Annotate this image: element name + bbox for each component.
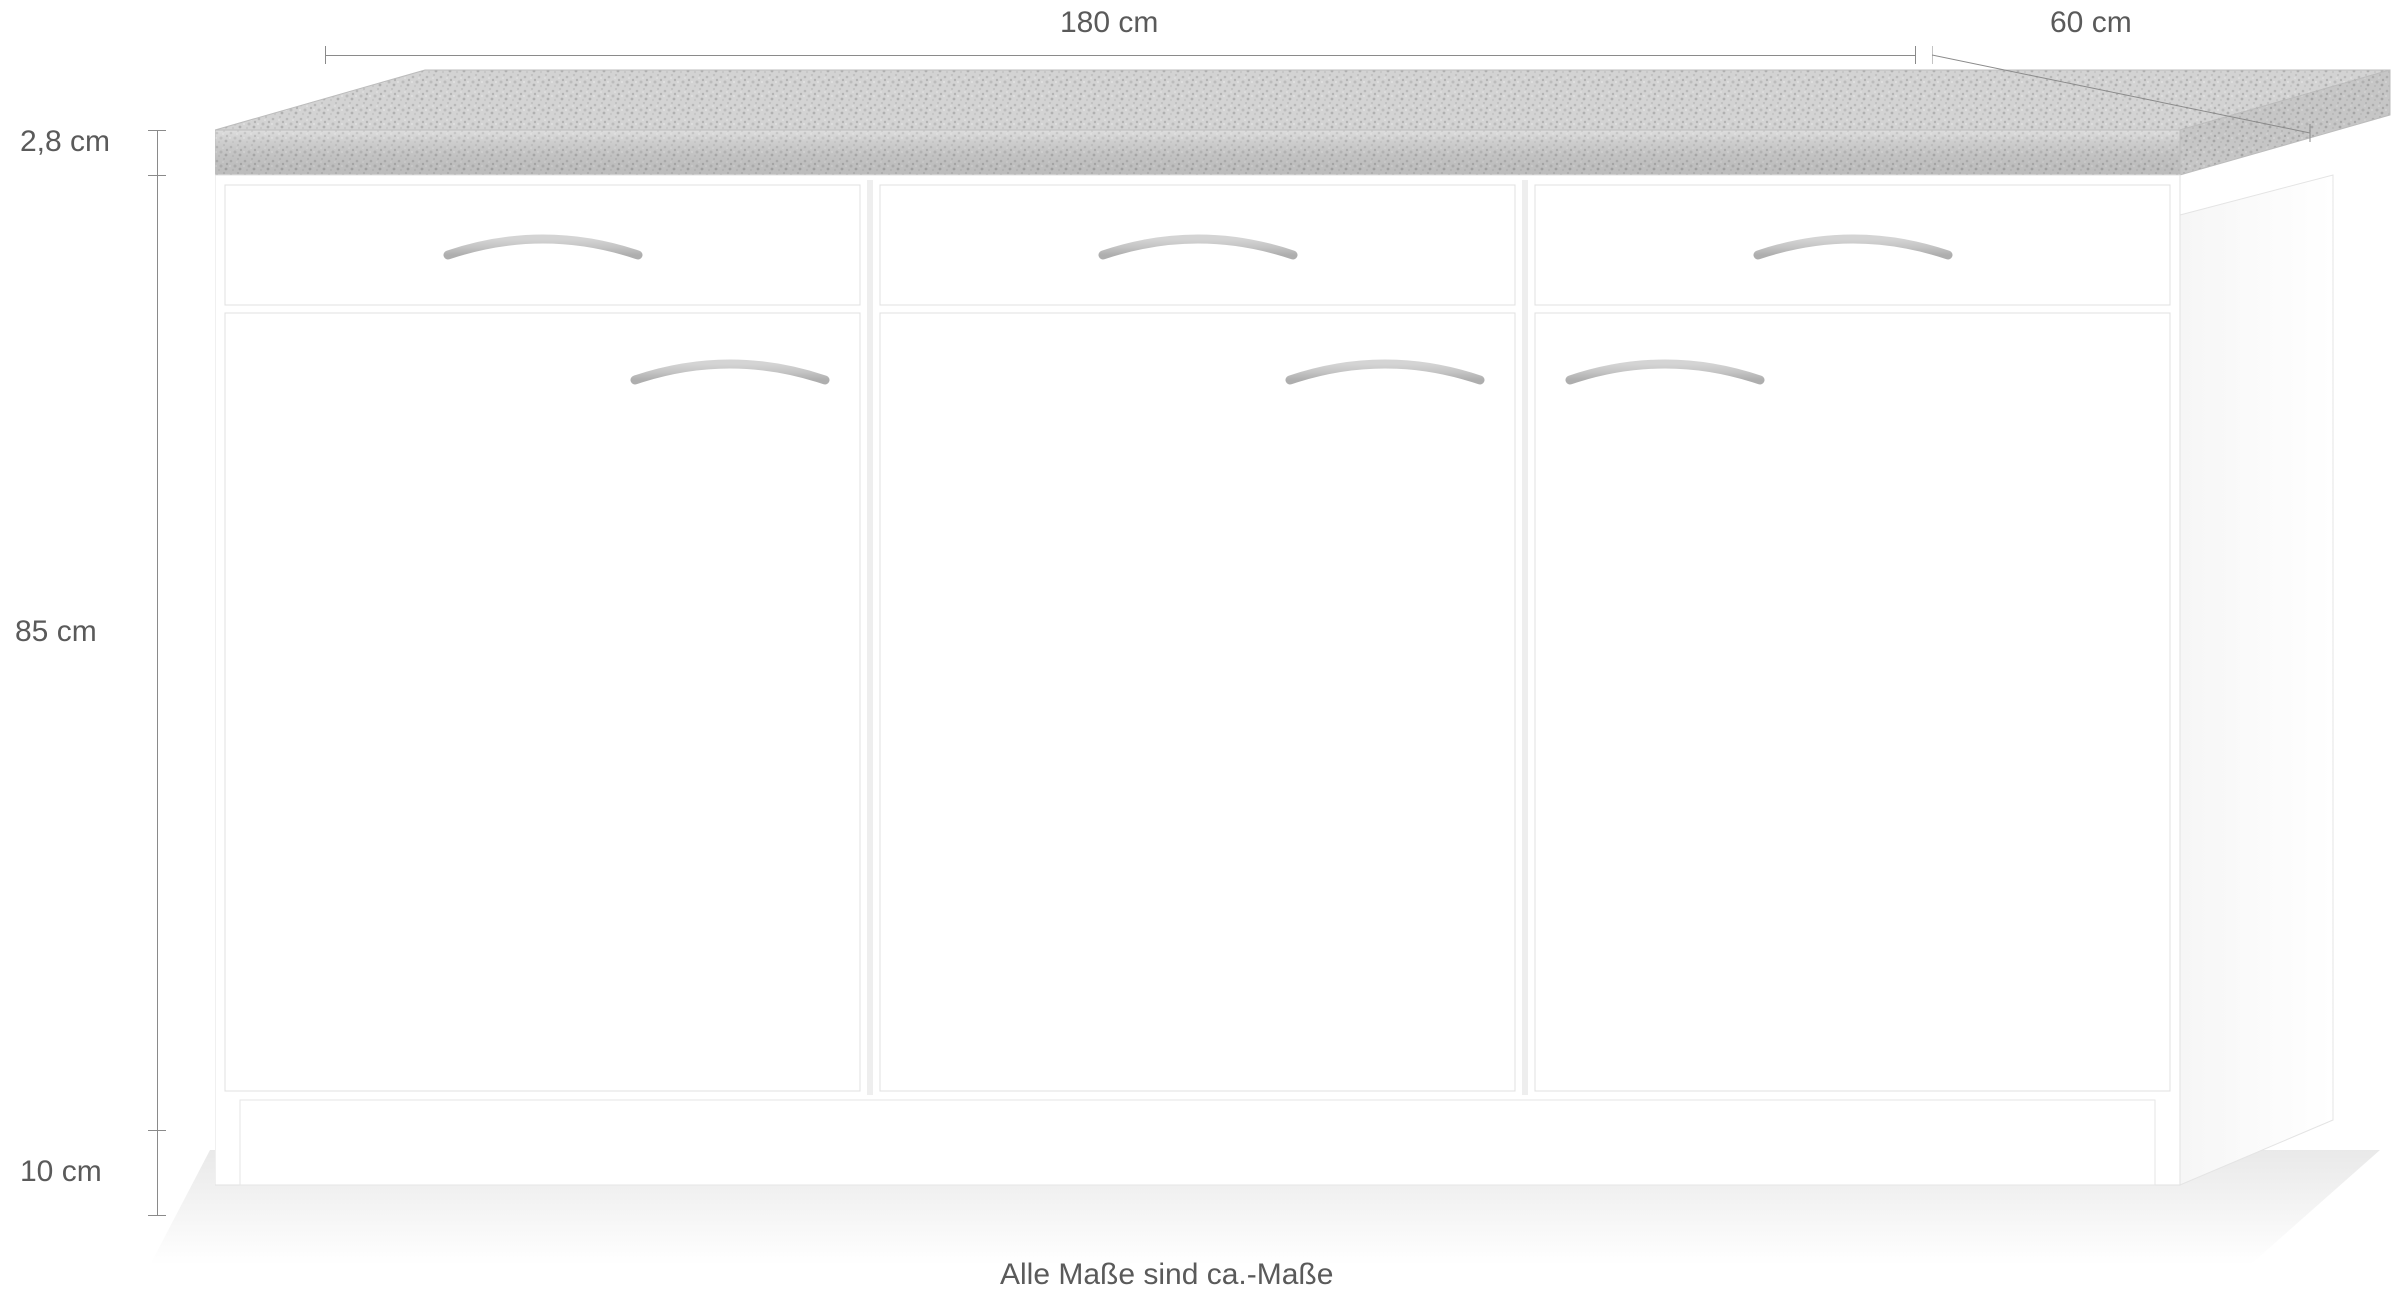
dim-plinth-tick-t — [148, 1130, 166, 1131]
dim-height-tick-t — [148, 130, 166, 131]
unit1-door — [225, 313, 860, 1091]
cabinet-side-panel — [2180, 175, 2333, 1185]
dim-height-tick-b — [148, 1215, 166, 1216]
dim-width-tick-r — [1915, 46, 1916, 64]
unit3-drawer — [1535, 185, 2170, 305]
caption: Alle Maße sind ca.-Maße — [1000, 1258, 1333, 1292]
label-width: 180 cm — [1060, 6, 1158, 40]
dim-height-bar — [157, 130, 158, 1215]
dim-worktop-tick-b — [148, 175, 166, 176]
cabinet — [215, 60, 2400, 1220]
dim-width-bar — [325, 55, 1915, 56]
diagram-stage: 180 cm 60 cm 2,8 cm 85 cm 10 cm Alle Maß… — [0, 0, 2400, 1300]
unit2-drawer — [880, 185, 1515, 305]
unit1-drawer — [225, 185, 860, 305]
dim-width-tick-l — [325, 46, 326, 64]
dim-depth — [1932, 42, 2352, 162]
unit3-door — [1535, 313, 2170, 1091]
unit2-door — [880, 313, 1515, 1091]
plinth — [240, 1100, 2155, 1185]
label-plinth: 10 cm — [20, 1155, 102, 1189]
label-worktop: 2,8 cm — [20, 125, 110, 159]
label-depth: 60 cm — [2050, 6, 2132, 40]
label-height: 85 cm — [15, 615, 97, 649]
